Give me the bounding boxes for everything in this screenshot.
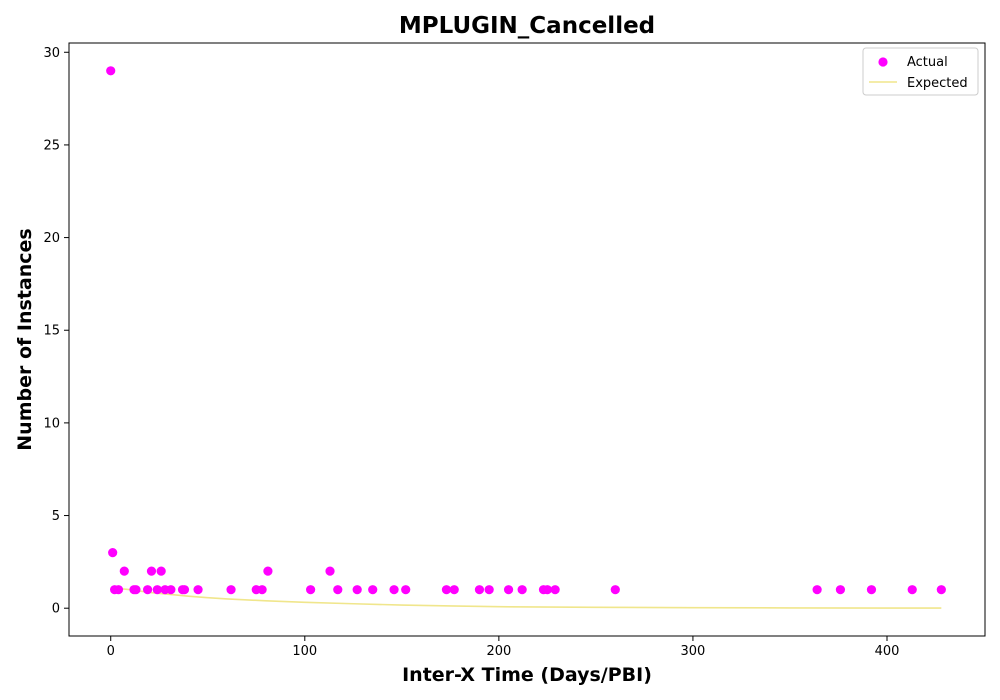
legend-marker-actual	[878, 57, 888, 67]
x-tick-label: 200	[486, 644, 511, 659]
actual-point	[907, 585, 917, 595]
actual-point	[866, 585, 877, 595]
actual-point	[449, 585, 459, 595]
actual-point	[474, 585, 485, 595]
y-tick-label: 0	[52, 602, 60, 617]
actual-point	[401, 585, 411, 595]
plot-frame	[68, 42, 986, 637]
actual-point	[441, 585, 452, 595]
actual-point	[550, 585, 560, 595]
actual-point	[352, 585, 362, 595]
actual-point	[389, 585, 399, 595]
actual-point	[263, 566, 273, 576]
x-tick-label: 300	[681, 644, 706, 659]
actual-point	[119, 566, 129, 576]
actual-point	[193, 585, 203, 595]
y-tick-label: 25	[43, 138, 60, 153]
y-tick-label: 10	[43, 416, 60, 431]
legend-label-actual: Actual	[907, 55, 948, 70]
actual-point	[368, 585, 378, 595]
actual-point	[503, 585, 514, 595]
actual-point	[325, 566, 335, 576]
actual-point	[812, 585, 822, 595]
y-axis-title: Number of Instances	[14, 228, 36, 450]
actual-point	[143, 585, 153, 595]
actual-point	[226, 585, 236, 595]
x-tick-label: 0	[107, 644, 115, 659]
legend-label-expected: Expected	[907, 76, 968, 91]
actual-point	[166, 585, 176, 595]
actual-point	[517, 585, 527, 595]
x-axis-title: Inter-X Time (Days/PBI)	[402, 664, 652, 686]
actual-point	[835, 585, 846, 595]
legend-box	[862, 47, 979, 96]
actual-point	[113, 585, 124, 595]
actual-point	[484, 585, 494, 595]
actual-point	[936, 585, 946, 595]
actual-point	[106, 66, 116, 76]
y-tick-label: 30	[43, 46, 60, 61]
x-tick-label: 400	[875, 644, 900, 659]
actual-point	[257, 585, 267, 595]
actual-point	[610, 585, 620, 595]
y-tick-label: 5	[52, 509, 60, 524]
actual-point	[131, 585, 141, 595]
actual-point	[146, 566, 157, 576]
y-tick-label: 15	[43, 324, 60, 339]
x-tick-label: 100	[292, 644, 317, 659]
actual-point	[152, 585, 162, 595]
chart-title: MPLUGIN_Cancelled	[399, 13, 655, 39]
y-tick-label: 20	[43, 231, 60, 246]
actual-point	[306, 585, 316, 595]
actual-point	[108, 548, 118, 558]
actual-point	[542, 585, 552, 595]
actual-point	[179, 585, 190, 595]
actual-point	[156, 566, 166, 576]
actual-point	[333, 585, 343, 595]
